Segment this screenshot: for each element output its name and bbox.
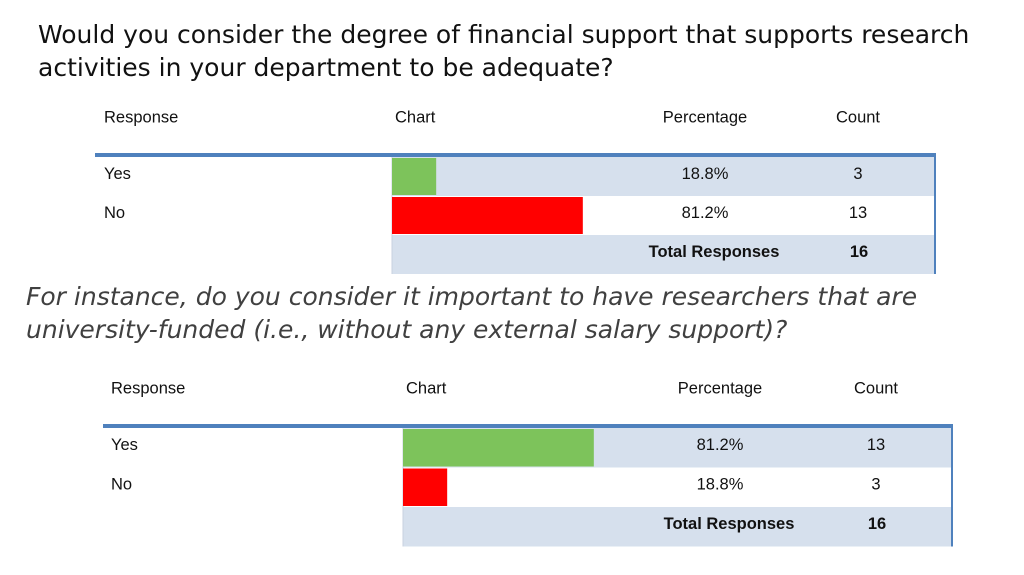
question: Would you consider the degree of financi…	[38, 20, 970, 82]
percentage: 18.8%	[697, 476, 744, 494]
column-header: Chart	[406, 379, 447, 397]
response: Yes	[104, 165, 131, 183]
count: 13	[867, 436, 885, 454]
percentage: 81.2%	[682, 204, 729, 222]
total-background	[392, 235, 935, 274]
column-header: Percentage	[678, 379, 762, 397]
count: 3	[853, 165, 862, 183]
percentage: 81.2%	[697, 436, 744, 454]
response: No	[104, 204, 125, 222]
response: No	[111, 476, 132, 494]
column-header: Chart	[395, 108, 436, 126]
column-header: Percentage	[663, 108, 747, 126]
count: 13	[849, 204, 867, 222]
total-count: 16	[868, 515, 886, 533]
bar	[392, 158, 437, 195]
total-count: 16	[850, 243, 868, 261]
total-label: Total Responses	[664, 515, 795, 533]
percentage: 18.8%	[682, 165, 729, 183]
total-background	[403, 507, 952, 547]
total-label: Total Responses	[649, 243, 780, 261]
bar	[403, 468, 448, 506]
row-background	[392, 157, 935, 196]
question: For instance, do you consider it importa…	[26, 282, 918, 344]
response: Yes	[111, 436, 138, 454]
count: 3	[871, 476, 880, 494]
bar	[392, 197, 583, 234]
column-header: Response	[111, 379, 185, 397]
column-header: Response	[104, 108, 178, 126]
column-header: Count	[836, 108, 880, 126]
bar	[403, 429, 594, 467]
column-header: Count	[854, 379, 898, 397]
